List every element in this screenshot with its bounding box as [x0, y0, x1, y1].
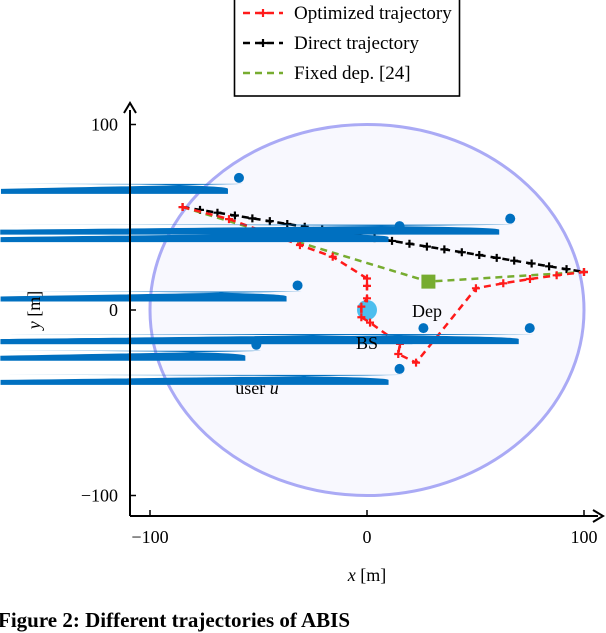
direct-marker	[545, 262, 554, 271]
user-head	[292, 280, 303, 291]
optimized-marker	[552, 271, 561, 280]
optimized-marker	[366, 318, 375, 327]
user-icon	[0, 213, 516, 235]
y-axis-arrow	[123, 101, 137, 114]
direct-marker	[562, 265, 571, 274]
direct-marker	[213, 208, 222, 217]
optimized-marker	[357, 302, 366, 311]
direct-marker	[283, 219, 292, 228]
legend: Optimized trajectory Direct trajectory Fix…	[233, 0, 461, 97]
direct-marker	[388, 236, 397, 245]
legend-marker	[259, 9, 267, 17]
user-head	[418, 323, 429, 334]
user-head	[394, 363, 405, 374]
optimized-marker	[363, 281, 371, 290]
dep-label: Dep	[412, 301, 442, 321]
optimized-marker	[224, 215, 233, 224]
legend-label: Optimized trajectory	[294, 3, 452, 24]
direct-marker	[405, 239, 414, 248]
optimized-marker	[295, 241, 304, 250]
optimized-marker	[580, 267, 588, 276]
x-tick-label: 100	[571, 527, 598, 547]
y-tick-label: −100	[81, 486, 118, 506]
x-tick-label: −100	[131, 527, 168, 547]
y-tick-label: 0	[109, 300, 118, 320]
direct-marker	[230, 211, 239, 220]
y-axis-label: y [m]	[24, 291, 44, 332]
direct-marker	[248, 214, 257, 223]
dep-marker	[421, 274, 436, 289]
user-head	[505, 213, 516, 224]
optimized-marker	[394, 349, 403, 358]
legend-label: Fixed dep. [24]	[294, 63, 411, 84]
direct-marker	[475, 251, 484, 260]
user-body	[0, 291, 302, 302]
direct-marker	[527, 259, 536, 268]
user-icon	[0, 172, 244, 194]
user-icon	[0, 323, 535, 345]
direct-marker	[422, 242, 431, 251]
optimized-marker	[499, 279, 508, 288]
user-body	[0, 224, 515, 235]
direct-marker	[457, 248, 466, 257]
legend-box	[233, 0, 461, 97]
optimized-marker	[357, 313, 366, 322]
direct-marker	[440, 245, 449, 254]
user-icon	[0, 363, 405, 385]
bs-label: BS	[356, 333, 378, 353]
x-tick-label: 0	[363, 527, 372, 547]
user-annotation: user u	[235, 378, 279, 398]
user-icon	[0, 280, 303, 302]
figure-caption: Figure 2: Different trajectories of ABIS	[0, 608, 351, 632]
axis-lines	[129, 110, 598, 517]
legend-marker	[259, 39, 267, 47]
user-body	[0, 334, 534, 345]
optimized-marker	[178, 203, 187, 212]
user-body	[0, 183, 244, 194]
optimized-marker	[363, 294, 371, 303]
legend-label: Direct trajectory	[294, 33, 420, 54]
user-head	[524, 323, 535, 334]
optimized-marker	[363, 274, 371, 283]
user-head	[233, 172, 244, 183]
direct-marker	[265, 217, 274, 226]
optimized-marker	[525, 275, 534, 284]
optimized-marker	[412, 358, 421, 367]
direct-marker	[510, 256, 519, 265]
direct-marker	[492, 253, 501, 262]
y-tick-label: 100	[91, 115, 118, 135]
optimized-marker	[328, 252, 337, 261]
user-body	[0, 374, 404, 385]
x-axis-arrow	[592, 509, 605, 523]
x-axis-label: x [m]	[347, 565, 387, 585]
trajectory-chart: −100 0 100 −100 0 100 BS Dep user u x [m] y […	[0, 0, 605, 585]
optimized-marker	[471, 284, 480, 293]
